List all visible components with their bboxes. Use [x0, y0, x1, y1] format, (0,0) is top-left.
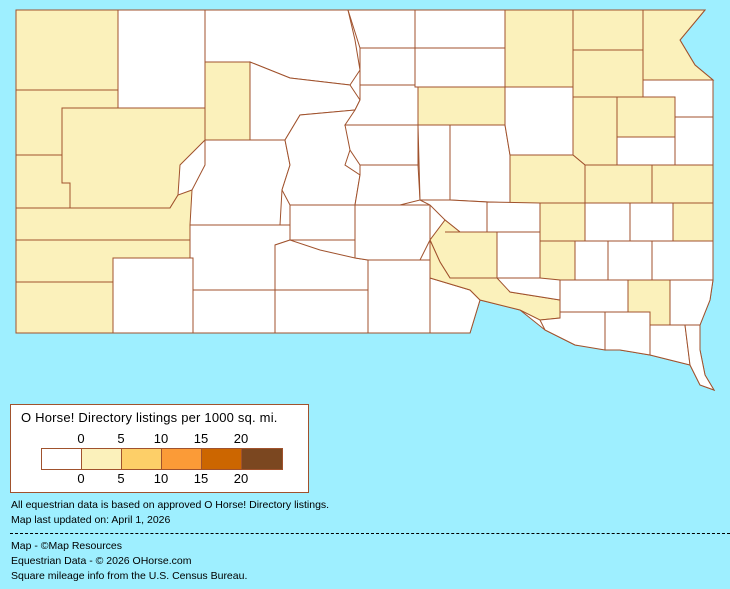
county[interactable]	[274, 289, 369, 334]
map-credit: Map - ©Map Resources	[11, 540, 123, 552]
legend-swatch	[242, 449, 282, 469]
county[interactable]	[289, 204, 356, 241]
legend-title: O Horse! Directory listings per 1000 sq.…	[21, 410, 278, 425]
legend-swatch	[42, 449, 82, 469]
legend-tick: 15	[193, 471, 209, 486]
legend: O Horse! Directory listings per 1000 sq.…	[10, 404, 309, 493]
county[interactable]	[649, 324, 691, 366]
county[interactable]	[572, 49, 644, 98]
county[interactable]	[584, 164, 653, 204]
county[interactable]	[604, 311, 651, 356]
divider	[10, 533, 730, 534]
county[interactable]	[684, 324, 716, 391]
county[interactable]	[642, 9, 715, 81]
county[interactable]	[509, 154, 586, 204]
county[interactable]	[117, 9, 206, 109]
county[interactable]	[204, 61, 251, 141]
county[interactable]	[674, 116, 714, 166]
county[interactable]	[504, 86, 574, 156]
county[interactable]	[672, 202, 714, 242]
county[interactable]	[616, 136, 676, 166]
county[interactable]	[112, 257, 194, 334]
county[interactable]	[189, 139, 291, 226]
county[interactable]	[574, 240, 609, 281]
county[interactable]	[572, 9, 644, 51]
county[interactable]	[417, 86, 506, 126]
legend-swatch	[82, 449, 122, 469]
legend-tick: 5	[117, 471, 125, 486]
county[interactable]	[496, 231, 541, 279]
county[interactable]	[414, 9, 506, 49]
county[interactable]	[651, 164, 714, 204]
legend-tick: 20	[233, 431, 249, 446]
county[interactable]	[651, 240, 714, 281]
county[interactable]	[607, 240, 653, 281]
data-credit: Equestrian Data - © 2026 OHorse.com	[11, 555, 192, 567]
county[interactable]	[616, 96, 676, 138]
legend-tick: 0	[77, 431, 85, 446]
county[interactable]	[347, 9, 416, 49]
county[interactable]	[354, 204, 431, 261]
county[interactable]	[192, 289, 276, 334]
legend-color-scale	[41, 448, 283, 470]
county[interactable]	[15, 9, 119, 91]
county[interactable]	[559, 279, 629, 313]
county[interactable]	[504, 9, 574, 88]
last-updated-note: Map last updated on: April 1, 2026	[11, 514, 171, 526]
legend-swatch	[162, 449, 202, 469]
legend-swatch	[122, 449, 162, 469]
county[interactable]	[539, 202, 586, 242]
legend-tick: 10	[153, 431, 169, 446]
county[interactable]	[417, 124, 451, 201]
legend-tick: 5	[117, 431, 125, 446]
county[interactable]	[414, 47, 506, 88]
county[interactable]	[359, 47, 416, 86]
census-credit: Square mileage info from the U.S. Census…	[11, 570, 248, 582]
legend-tick: 15	[193, 431, 209, 446]
county[interactable]	[344, 124, 419, 166]
data-source-note: All equestrian data is based on approved…	[11, 499, 330, 511]
legend-tick: 0	[77, 471, 85, 486]
county[interactable]	[669, 279, 714, 326]
county[interactable]	[629, 202, 674, 242]
county[interactable]	[486, 201, 541, 233]
county[interactable]	[15, 281, 114, 334]
legend-swatch	[202, 449, 242, 469]
county[interactable]	[354, 164, 421, 206]
south-dakota-county-map	[15, 9, 716, 391]
county[interactable]	[539, 240, 576, 281]
legend-tick: 10	[153, 471, 169, 486]
legend-tick: 20	[233, 471, 249, 486]
county[interactable]	[572, 96, 618, 166]
county[interactable]	[584, 202, 631, 242]
county[interactable]	[367, 259, 431, 334]
county[interactable]	[449, 124, 511, 204]
